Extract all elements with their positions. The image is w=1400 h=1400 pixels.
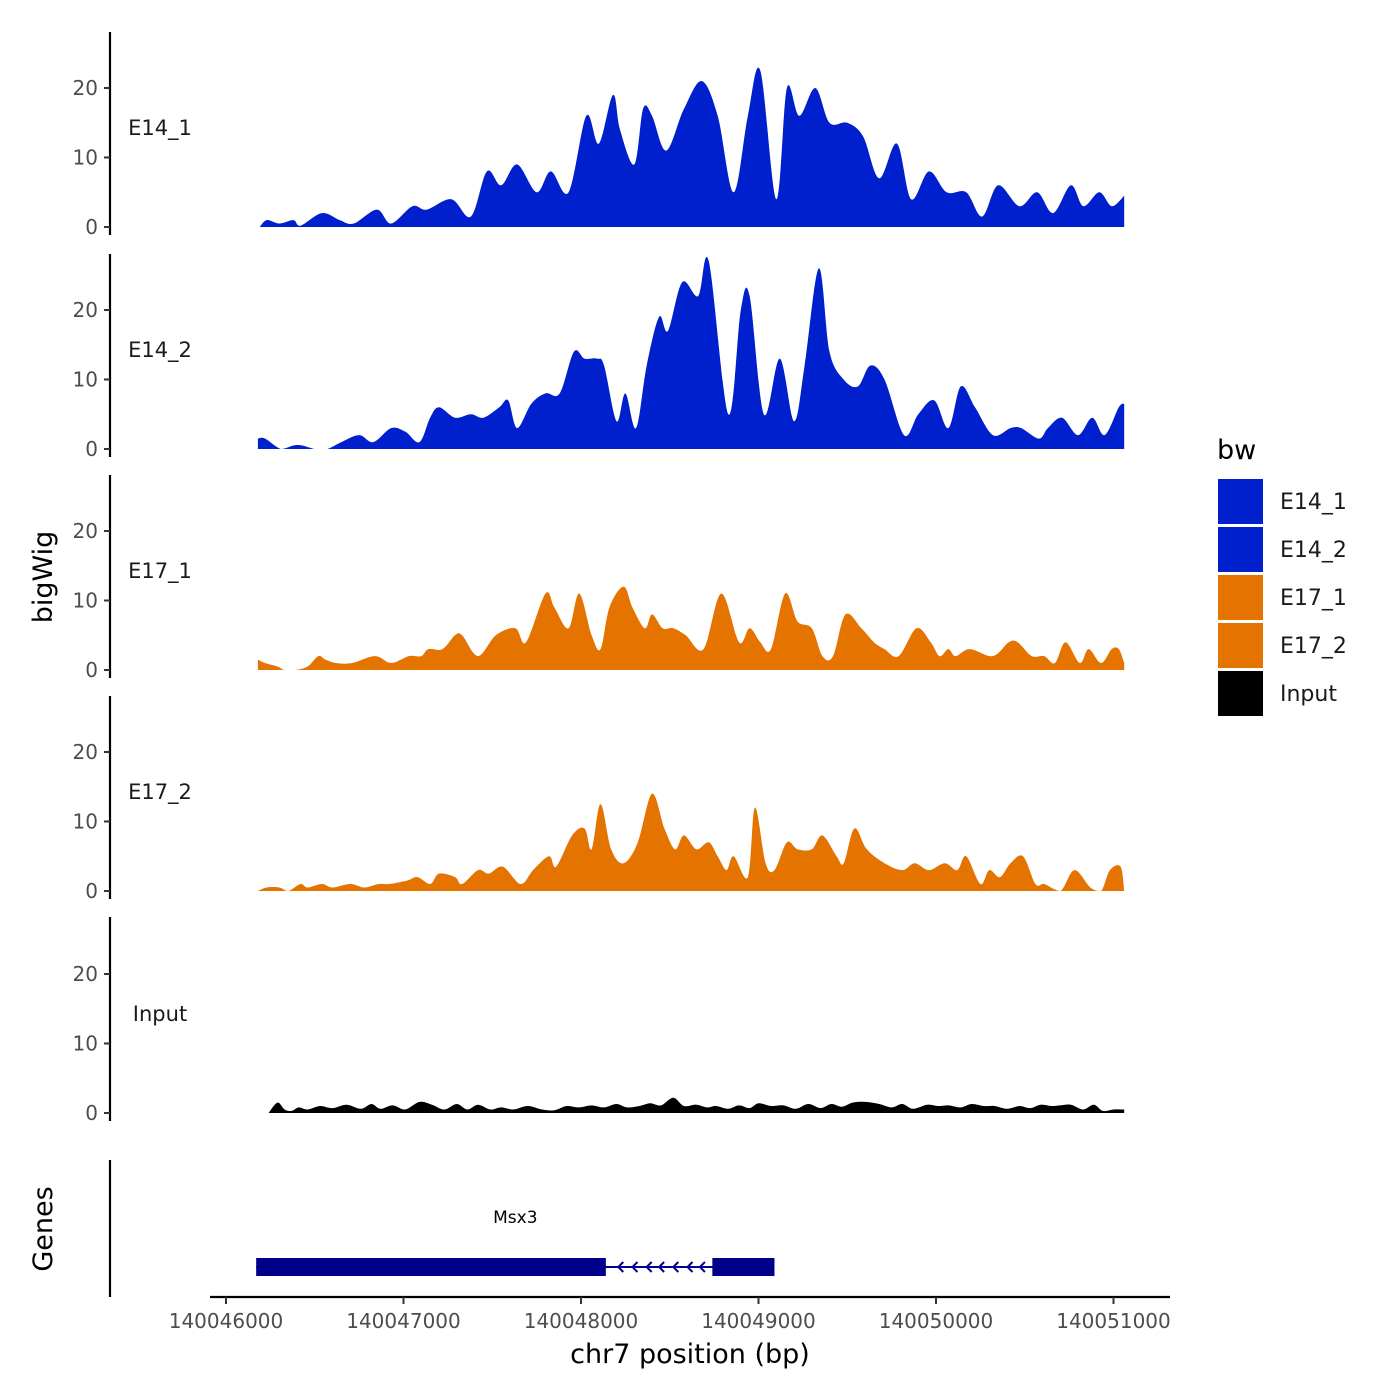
track-label-Input: Input (133, 1002, 187, 1026)
track-E17_1: 0 10 20 E17_1 (73, 475, 1125, 682)
y-axis-title: bigWig (28, 531, 59, 624)
strand-arrow-icon (657, 1261, 665, 1273)
legend-label-E14_1: E14_1 (1280, 490, 1347, 515)
strand-arrow-icon (698, 1261, 706, 1273)
track-label-E14_1: E14_1 (128, 116, 192, 141)
y-tick-label: 10 (73, 146, 98, 170)
legend-items: E14_1 E14_2 E17_1 E17_2 Input (1218, 479, 1347, 716)
y-tick-label: 10 (73, 1032, 98, 1056)
x-axis-title: chr7 position (bp) (570, 1339, 810, 1370)
legend-label-Input: Input (1280, 682, 1337, 707)
track-label-E14_2: E14_2 (128, 338, 192, 363)
coverage-area-E17_1 (257, 586, 1125, 670)
x-tick-label: 140051000 (1056, 1309, 1171, 1333)
x-tick-label: 140047000 (346, 1309, 461, 1333)
coverage-area-E14_1 (259, 67, 1125, 228)
legend-swatch-Input (1218, 671, 1263, 716)
y-tick-label: 0 (85, 1101, 98, 1125)
track-E14_2: 0 10 20 E14_2 (73, 254, 1125, 461)
y-tick-label: 10 (73, 810, 98, 834)
strand-arrow-icon (686, 1261, 694, 1273)
legend-swatch-E17_1 (1218, 575, 1263, 620)
coverage-area-E17_2 (257, 793, 1125, 891)
y-tick-label: 0 (85, 437, 98, 461)
legend-title: bw (1217, 435, 1256, 466)
track-label-E17_1: E17_1 (128, 559, 192, 584)
gene-name-label: Msx3 (493, 1208, 537, 1228)
y-tick-label: 20 (73, 76, 98, 100)
legend-label-E17_2: E17_2 (1280, 634, 1347, 659)
bigwig-tracks: 0 10 20 E14_1 0 10 20 E14_2 0 10 20 E17_1 0 10 20 E17_2… (73, 32, 1125, 1125)
legend-label-E17_1: E17_1 (1280, 586, 1347, 611)
legend-swatch-E14_1 (1218, 479, 1263, 524)
coverage-area-E14_2 (257, 256, 1125, 449)
track-E14_1: 0 10 20 E14_1 (73, 32, 1125, 239)
y-tick-label: 10 (73, 589, 98, 613)
coverage-area-Input (268, 1097, 1125, 1113)
y-tick-label: 0 (85, 879, 98, 903)
y-tick-label: 20 (73, 298, 98, 322)
x-tick-label: 140048000 (524, 1309, 639, 1333)
track-label-E17_2: E17_2 (128, 780, 192, 805)
legend-swatch-E14_2 (1218, 527, 1263, 572)
y-tick-label: 0 (85, 215, 98, 239)
genes-axis-title: Genes (28, 1186, 59, 1271)
y-tick-label: 20 (73, 740, 98, 764)
strand-arrow-icon (631, 1261, 639, 1273)
y-tick-label: 20 (73, 962, 98, 986)
gene-track: Msx3 (108, 1160, 775, 1297)
strand-arrow-icon (645, 1261, 653, 1273)
y-tick-label: 0 (85, 658, 98, 682)
gene-Msx3: Msx3 (256, 1208, 775, 1276)
gene-exon (712, 1258, 775, 1276)
legend-label-E14_2: E14_2 (1280, 538, 1347, 563)
x-axis: 140046000 140047000 140048000 140049000 1400… (169, 1295, 1171, 1333)
track-E17_2: 0 10 20 E17_2 (73, 696, 1125, 903)
x-axis-ticks: 140046000 140047000 140048000 140049000 1400… (169, 1297, 1171, 1333)
legend-swatch-E17_2 (1218, 623, 1263, 668)
track-Input: 0 10 20 Input (73, 917, 1125, 1125)
strand-arrow-icon (616, 1261, 624, 1273)
x-tick-label: 140049000 (701, 1309, 816, 1333)
y-tick-label: 10 (73, 368, 98, 392)
y-tick-label: 20 (73, 519, 98, 543)
legend: bw E14_1 E14_2 E17_1 E17_2 Input (1217, 435, 1347, 716)
strand-arrow-icon (671, 1261, 680, 1273)
x-tick-label: 140050000 (879, 1309, 994, 1333)
gene-models: Msx3 (256, 1208, 775, 1276)
gene-exon (256, 1258, 606, 1276)
x-tick-label: 140046000 (169, 1309, 284, 1333)
